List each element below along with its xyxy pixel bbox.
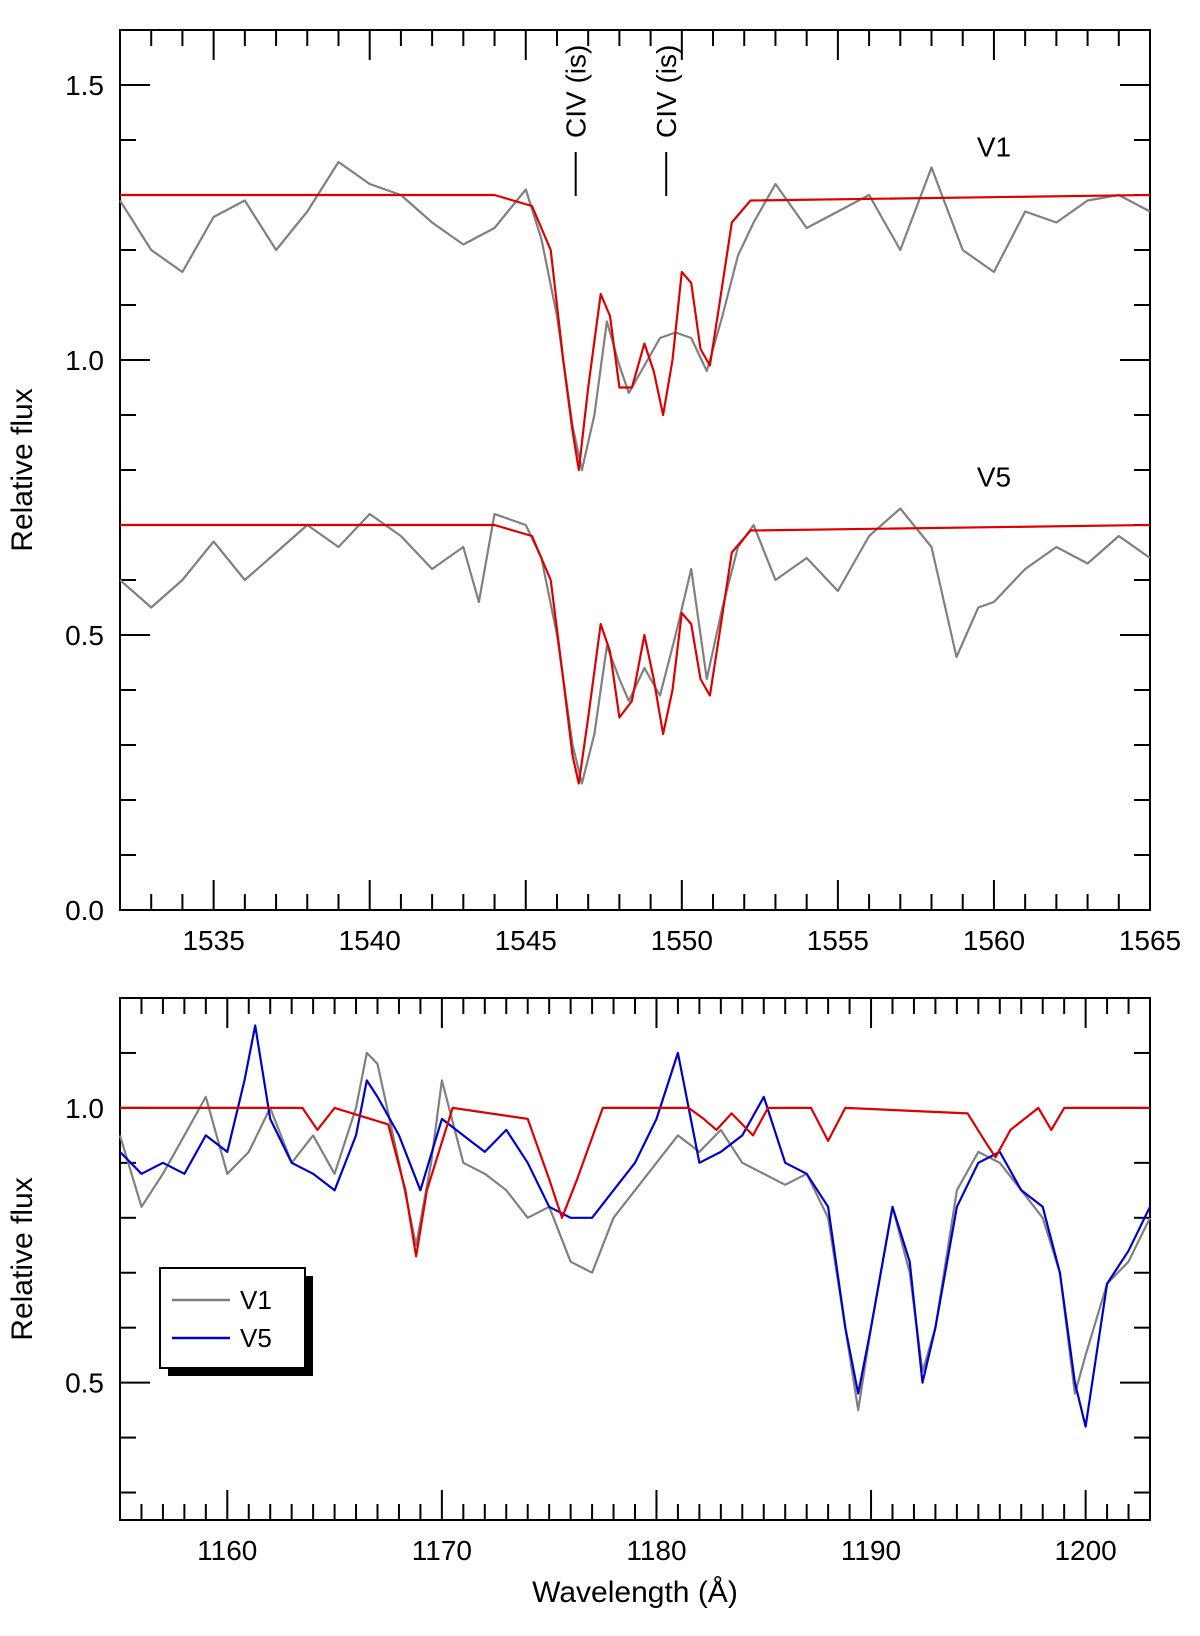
plot-frame bbox=[119, 997, 1151, 1521]
y-tick-label: 0.5 bbox=[65, 1368, 104, 1399]
x-tick-label: 1560 bbox=[963, 925, 1025, 956]
series-line bbox=[120, 193, 1151, 472]
x-tick-label: 1550 bbox=[651, 925, 713, 956]
curve-label: V5 bbox=[977, 462, 1011, 493]
series-line bbox=[119, 1024, 1151, 1428]
curve-label: V1 bbox=[977, 132, 1011, 163]
x-tick-label: 1190 bbox=[841, 1535, 901, 1566]
series-line bbox=[120, 523, 1151, 785]
x-tick-label: 1555 bbox=[807, 925, 869, 956]
series-line bbox=[120, 1106, 1150, 1258]
x-tick-label: 1535 bbox=[182, 925, 244, 956]
x-tick-label: 1180 bbox=[626, 1535, 686, 1566]
y-axis-title: Relative flux bbox=[6, 1177, 39, 1340]
x-tick-label: 1170 bbox=[412, 1535, 472, 1566]
y-tick-label: 1.0 bbox=[65, 1093, 104, 1124]
x-tick-label: 1540 bbox=[339, 925, 401, 956]
top-panel: 1535 1540 1545 1550 1555 1560 1565 0.0 0.5 1.0 1.5… bbox=[6, 29, 1181, 956]
bottom-panel: 1160 1170 1180 1190 1200 0.5 1.0 Relative flux W… bbox=[6, 997, 1151, 1609]
x-tick-label: 1545 bbox=[495, 925, 557, 956]
series-line bbox=[118, 1051, 1151, 1412]
x-tick-label: 1200 bbox=[1054, 1535, 1116, 1566]
y-axis-title: Relative flux bbox=[6, 388, 39, 551]
x-tick-label: 1565 bbox=[1119, 925, 1181, 956]
y-tick-label: 1.0 bbox=[65, 345, 104, 376]
y-tick-label: 1.5 bbox=[65, 70, 104, 101]
x-tick-label: 1160 bbox=[197, 1535, 257, 1566]
legend-box bbox=[159, 1267, 306, 1369]
series-line bbox=[119, 507, 1151, 785]
civ-annotation: CIV (is) bbox=[651, 45, 682, 138]
x-axis-title: Wavelength (Å) bbox=[532, 1576, 738, 1609]
series-line bbox=[119, 160, 1151, 472]
civ-annotation: CIV (is) bbox=[561, 45, 592, 138]
legend-label: V5 bbox=[240, 1323, 272, 1353]
y-tick-label: 0.0 bbox=[65, 895, 104, 926]
legend-label: V1 bbox=[240, 1285, 272, 1315]
y-tick-label: 0.5 bbox=[65, 620, 104, 651]
